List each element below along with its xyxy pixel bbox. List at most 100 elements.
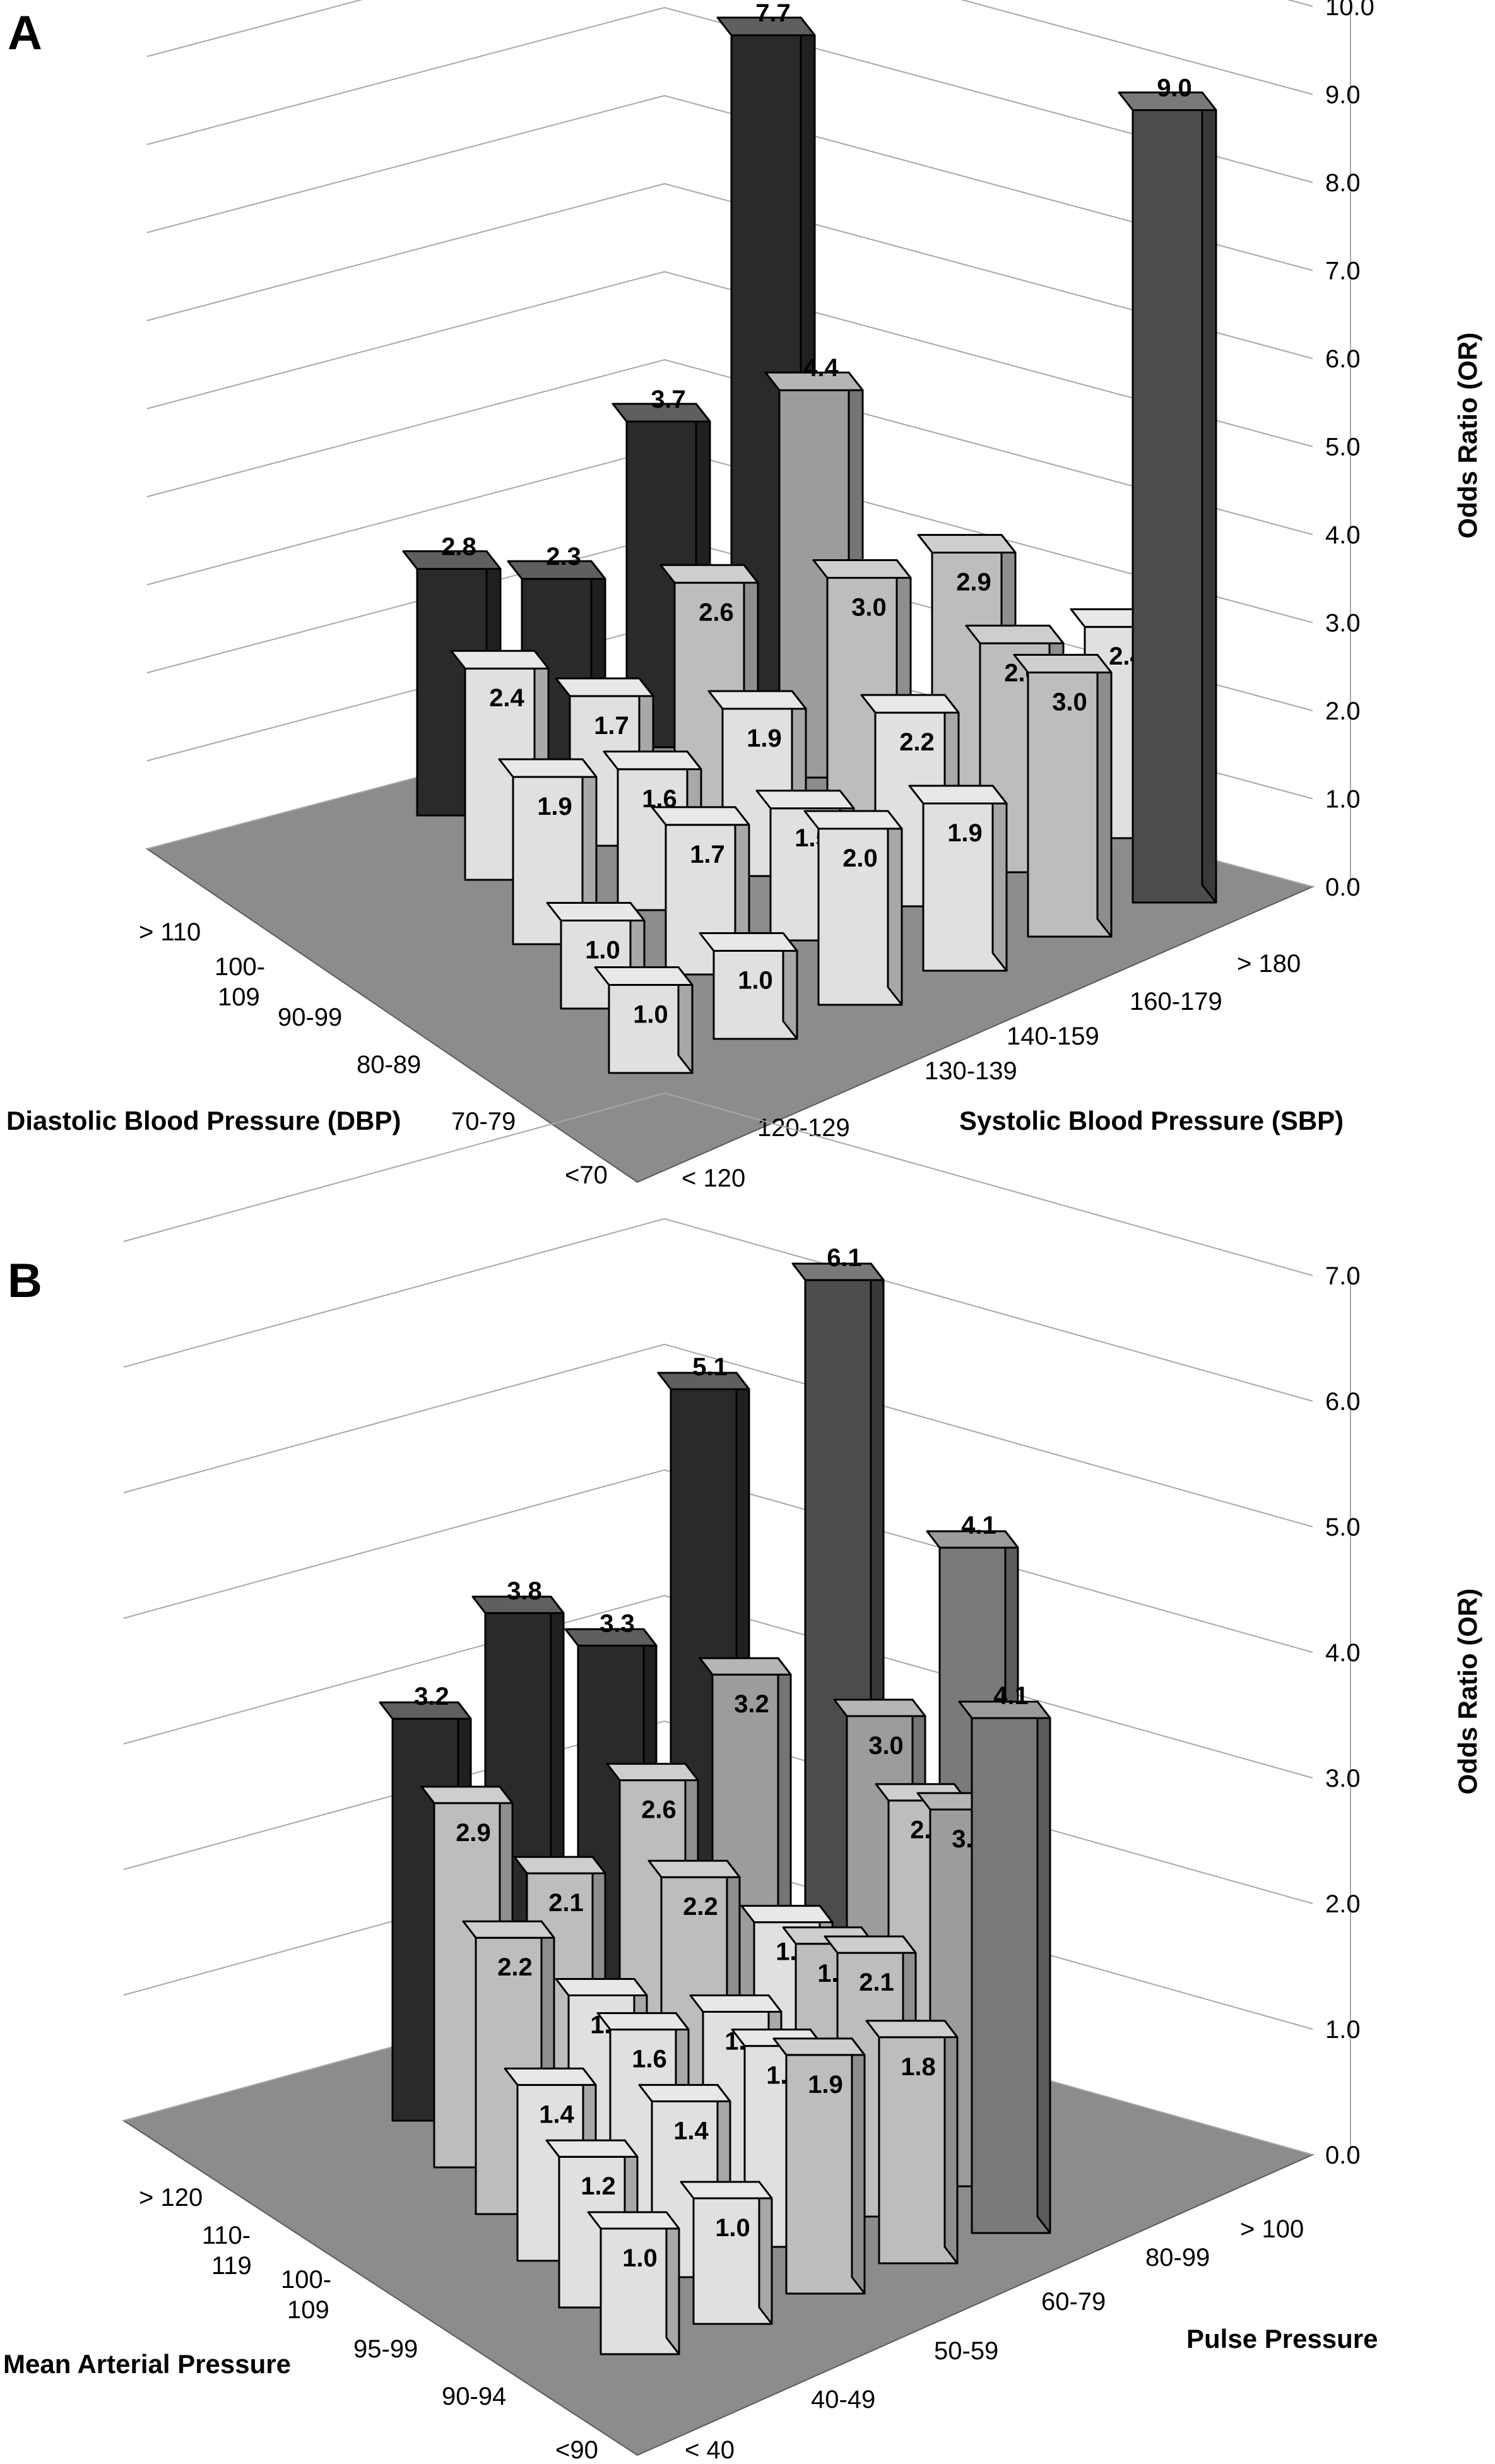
panel-b-map-tick-lt90: <90 [555,2436,598,2464]
bar-side-face [887,810,903,1006]
bar-value-label: 3.0 [1052,689,1087,716]
bar: 1.0 [680,2181,773,2325]
panel-b-pp-tick-60-79: 60-79 [1041,2288,1106,2316]
bar-value-label: 6.1 [827,1244,862,1272]
bar-top-face [420,1786,514,1804]
panel-a-dbp-tick-100-109: 100- 109 [215,953,272,1011]
panel-b-gridlines [123,1092,1313,2155]
panel-b-map-tick-95-99: 95-99 [353,2335,418,2363]
bar-top-face [379,1701,472,1720]
panel-a-sbp-tick-120-129: 120-129 [757,1114,850,1142]
bar-top-face [860,694,960,714]
bar-value-label: 1.8 [901,2053,936,2081]
bar-value-label: 4.1 [993,1682,1029,1710]
bar-top-face [965,624,1065,644]
bar-top-face [740,1905,834,1924]
bar-top-face [612,403,711,423]
bar-value-label: 1.0 [585,937,620,964]
bar: 1.9 [908,785,1008,972]
gridline [146,271,1313,447]
z-tick-label: 5.0 [1325,1513,1361,1541]
gridline [1287,0,1313,7]
bar: 4.1 [958,1682,1051,2234]
bar-value-label: 1.9 [747,725,782,752]
bar-value-label: 1.6 [632,2046,667,2073]
bar-value-label: 1.0 [633,1001,668,1029]
gridline [123,1469,1313,1653]
bar: 1.0 [587,2211,680,2355]
bar-value-label: 1.7 [690,841,725,868]
bar-side-face [991,785,1008,972]
bar-top-face [764,371,864,391]
panel-b-map-axis-title: Mean Arterial Pressure [3,2349,291,2379]
bar-top-face [833,1698,926,1717]
bar-value-label: 2.2 [497,1953,533,1981]
bar-top-face [513,1856,606,1875]
panel-a-dbp-tick-70-79: 70-79 [451,1108,516,1135]
bar-value-label: 2.9 [956,568,991,596]
bar-top-face [507,560,606,580]
gridline [146,182,1313,359]
panel-a-z-ticks: 0.0 1.0 2.0 3.0 4.0 5.0 6.0 7.0 8.0 9.0 10.0 [1325,0,1374,901]
panel-b-map-tick-90-94: 90-94 [442,2383,506,2410]
gridline [123,1217,1313,1402]
bar-side-face [1036,1700,1051,2234]
bar-top-face [699,932,798,952]
bar-top-face [772,2037,866,2056]
bar-top-face [596,2012,690,2031]
bar-top-face [689,1994,783,2013]
gridline [123,1720,1313,1904]
bar-value-label: 2.3 [546,543,581,571]
bar-top-face [555,677,654,697]
bar-top-face [926,1530,1019,1549]
bar-value-label: 2.1 [859,1969,894,1996]
panel-a-sbp-tick-160-179: 160-179 [1130,988,1222,1016]
panel-a-sbp-tick-lt120: < 120 [682,1164,745,1192]
bar-value-label: 3.0 [851,594,887,622]
bar-value-label: 3.2 [414,1683,449,1710]
panel-b-map-tick-100-109-line1: 100- [281,2266,331,2294]
panel-b-map-tick-120: > 120 [139,2184,203,2212]
panel-b-z-axis-title: Odds Ratio (OR) [1453,1589,1482,1795]
bar-top-face [555,1978,648,1996]
bar-side-face [851,2037,866,2295]
gridline [123,1594,1313,1779]
bar-value-label: 2.6 [641,1796,677,1824]
z-tick-label: 10.0 [1325,0,1374,21]
bar-top-face [812,559,912,579]
bar-value-label: 1.0 [622,2244,658,2272]
bar-top-face [504,2067,597,2086]
gridline [146,0,1313,95]
bar-top-face [824,1935,917,1954]
bar-top-face [659,564,759,584]
bar-top-face [755,790,855,810]
bar-top-face [603,750,702,771]
bar-value-label: 2.4 [489,684,524,712]
gridline [146,6,1313,183]
bar-top-face [680,2181,773,2200]
bar-top-face [657,1371,750,1390]
bar-top-face [1013,654,1113,673]
panel-b-pp-tick-80-99: 80-99 [1145,2244,1210,2272]
z-tick-label: 3.0 [1325,610,1361,637]
bar-top-face [699,1657,792,1676]
z-tick-label: 1.0 [1325,2016,1361,2044]
bar-top-face [606,1763,699,1782]
bar-value-label: 2.6 [699,598,734,626]
z-tick-label: 4.0 [1325,521,1361,549]
bar-top-face [638,2083,731,2102]
bar-top-face [564,1628,658,1647]
panel-b-z-ticks: 0.0 1.0 2.0 3.0 4.0 5.0 6.0 7.0 [1325,1262,1361,2169]
bar-top-face [546,902,646,921]
panel-b-pp-tick-lt40: < 40 [685,2436,735,2464]
z-tick-label: 0.0 [1325,2141,1361,2169]
panel-a-sbp-tick-140-159: 140-159 [1007,1022,1099,1050]
bar-value-label: 2.0 [842,844,878,872]
bar-value-label: 7.7 [755,0,791,27]
bar-value-label: 5.1 [692,1353,728,1381]
bar-top-face [958,1700,1051,1719]
panel-a-sbp-tick-130-139: 130-139 [925,1057,1017,1085]
bar-side-face [1201,92,1217,904]
z-tick-label: 2.0 [1325,1890,1361,1918]
